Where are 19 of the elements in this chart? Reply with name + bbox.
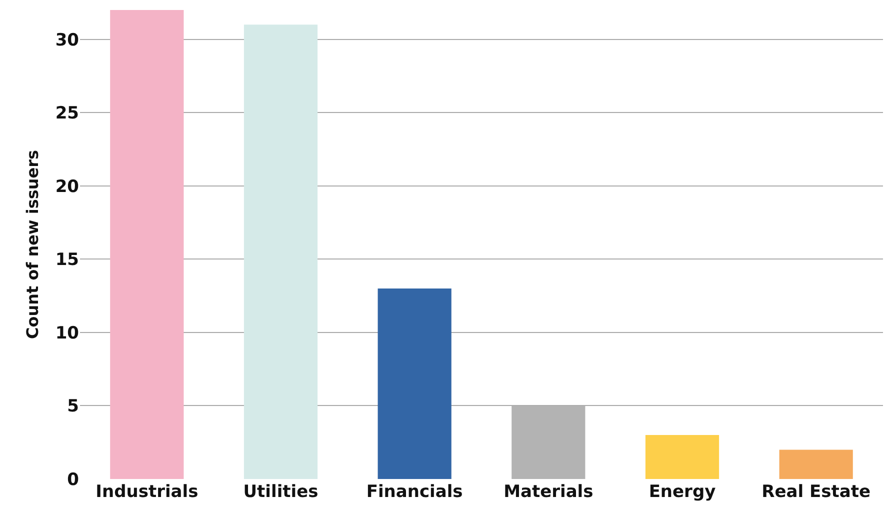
bar xyxy=(645,435,720,479)
bar xyxy=(779,450,853,479)
x-tick-label: Utilities xyxy=(243,482,318,502)
bar xyxy=(378,288,452,479)
y-tick-label: 5 xyxy=(67,396,79,417)
y-tick-label: 25 xyxy=(55,104,79,124)
x-tick-label: Financials xyxy=(366,482,463,502)
y-tick-label: 30 xyxy=(55,30,80,50)
y-tick-label: 15 xyxy=(55,250,79,270)
x-tick-label: Materials xyxy=(504,482,594,502)
y-tick-label: 10 xyxy=(55,323,80,344)
bar xyxy=(110,10,184,479)
bar xyxy=(244,24,318,479)
y-tick-label: 20 xyxy=(55,176,80,197)
x-tick-label: Industrials xyxy=(96,482,198,502)
y-axis-title: Count of new issuers xyxy=(23,150,42,340)
x-tick-label: Real Estate xyxy=(762,482,870,502)
x-tick-label: Energy xyxy=(648,482,716,502)
y-tick-label: 0 xyxy=(67,470,80,490)
